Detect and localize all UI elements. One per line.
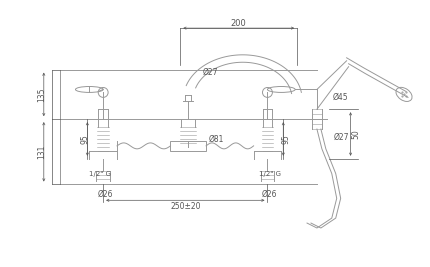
Text: 200: 200 [231, 19, 247, 28]
Text: 50: 50 [351, 129, 360, 139]
Text: 95: 95 [282, 134, 291, 144]
Text: Ø27: Ø27 [334, 132, 350, 142]
Text: 1/2" G: 1/2" G [259, 171, 281, 176]
Text: Ø81: Ø81 [208, 135, 224, 143]
Text: 131: 131 [37, 145, 46, 159]
Text: Ø26: Ø26 [98, 190, 113, 199]
Text: 95: 95 [81, 134, 90, 144]
Text: Ø26: Ø26 [262, 190, 277, 199]
Text: Ø27: Ø27 [202, 68, 218, 77]
Bar [170, 141, 206, 151]
Text: 250±20: 250±20 [170, 202, 200, 211]
Text: 1/2" G: 1/2" G [89, 171, 111, 176]
Text: Ø45: Ø45 [333, 93, 348, 102]
Text: 135: 135 [37, 87, 46, 102]
